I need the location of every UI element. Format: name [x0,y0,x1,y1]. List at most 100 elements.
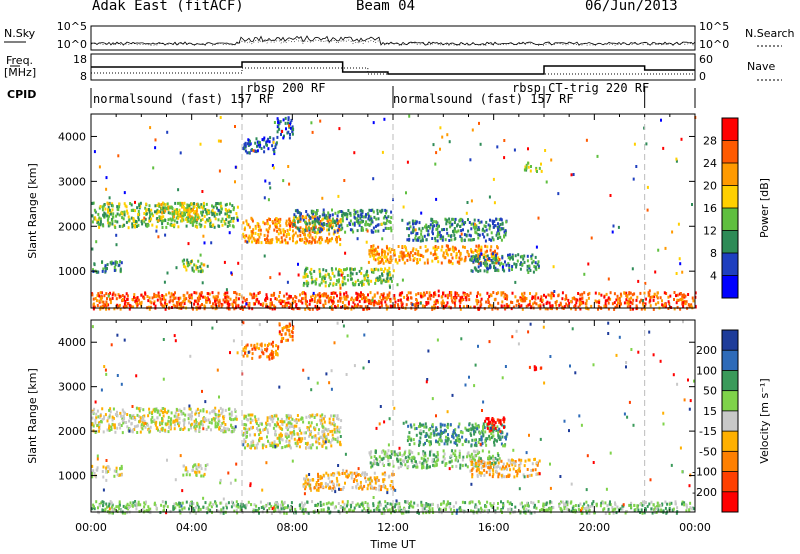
scatter-cell [460,232,463,236]
scatter-cell [177,188,180,192]
echo-cell [116,261,119,264]
echo-cell [576,298,579,302]
echo-cell [181,211,184,215]
echo-cell [475,454,478,457]
echo-cell [484,244,487,248]
echo-cell [581,300,584,304]
echo-cell [344,481,346,485]
echo-cell [412,229,415,233]
echo-cell [318,230,321,234]
echo-cell [244,149,247,153]
echo-cell [311,278,314,281]
echo-cell [133,219,136,223]
echo-cell [319,294,322,298]
echo-cell [123,302,126,306]
scatter-cell [470,199,473,203]
echo-cell [369,215,372,219]
scatter-cell [372,177,375,181]
echo-cell [385,296,388,300]
echo-cell [387,449,390,453]
echo-cell [406,238,409,242]
echo-cell [123,223,126,227]
echo-cell [643,291,646,295]
echo-cell [438,437,441,441]
echo-cell [501,291,504,295]
echo-cell [286,338,289,342]
echo-cell [382,278,385,282]
scatter-cell [644,281,647,285]
echo-cell [156,410,159,414]
echo-cell [321,413,324,417]
echo-cell [258,347,260,351]
echo-cell [324,294,327,298]
echo-cell [267,137,270,141]
echo-cell [216,212,218,216]
echo-cell [256,222,259,225]
echo-cell [458,449,461,453]
echo-cell [183,407,186,411]
echo-cell [302,216,305,220]
echo-cell [112,423,115,427]
echo-region [276,116,295,140]
echo-cell [412,465,415,469]
echo-cell [351,473,354,477]
echo-cell [259,422,262,426]
echo-cell [207,209,210,213]
echo-cell [416,261,418,265]
echo-cell [292,229,294,233]
echo-cell [587,296,590,300]
echo-cell [425,439,428,442]
echo-cell [428,291,431,295]
echo-cell [425,291,428,295]
echo-cell [360,305,363,309]
echo-cell [331,422,334,426]
echo-cell [283,294,286,298]
echo-cell [443,228,445,231]
echo-cell [277,127,280,131]
echo-cell [478,254,481,258]
echo-cell [464,296,467,299]
scatter-cell [115,233,118,237]
echo-cell [269,444,272,448]
echo-cell [106,263,109,267]
echo-cell [474,450,477,454]
echo-cell [138,204,141,208]
echo-cell [260,241,263,245]
echo-cell [527,303,530,307]
echo-cell [206,264,209,268]
echo-cell [287,444,290,448]
echo-cell [232,216,235,220]
echo-cell [460,217,463,221]
scatter-cell [157,235,160,239]
echo-cell [143,422,145,426]
echo-cell [440,234,442,238]
echo-cell [169,299,172,303]
echo-cell [325,269,328,273]
echo-cell [500,227,503,231]
echo-cell [228,303,231,306]
echo-cell [254,418,257,422]
echo-cell [102,224,105,228]
echo-cell [265,241,268,244]
echo-cell [503,230,506,234]
echo-cell [275,217,278,221]
echo-cell [327,296,330,300]
echo-cell [425,432,428,435]
echo-cell [265,349,268,353]
echo-cell [153,300,156,304]
echo-cell [222,298,225,302]
echo-cell [258,145,261,149]
echo-cell [675,294,677,298]
echo-cell [111,415,114,419]
echo-cell [308,434,311,438]
echo-cell [97,222,100,226]
echo-cell [118,202,121,206]
echo-cell [173,212,176,216]
echo-cell [434,252,437,256]
echo-cell [470,227,473,231]
echo-cell [204,220,207,224]
echo-cell [383,255,386,259]
echo-cell [461,431,464,435]
echo-cell [356,229,359,233]
echo-cell [383,471,386,475]
